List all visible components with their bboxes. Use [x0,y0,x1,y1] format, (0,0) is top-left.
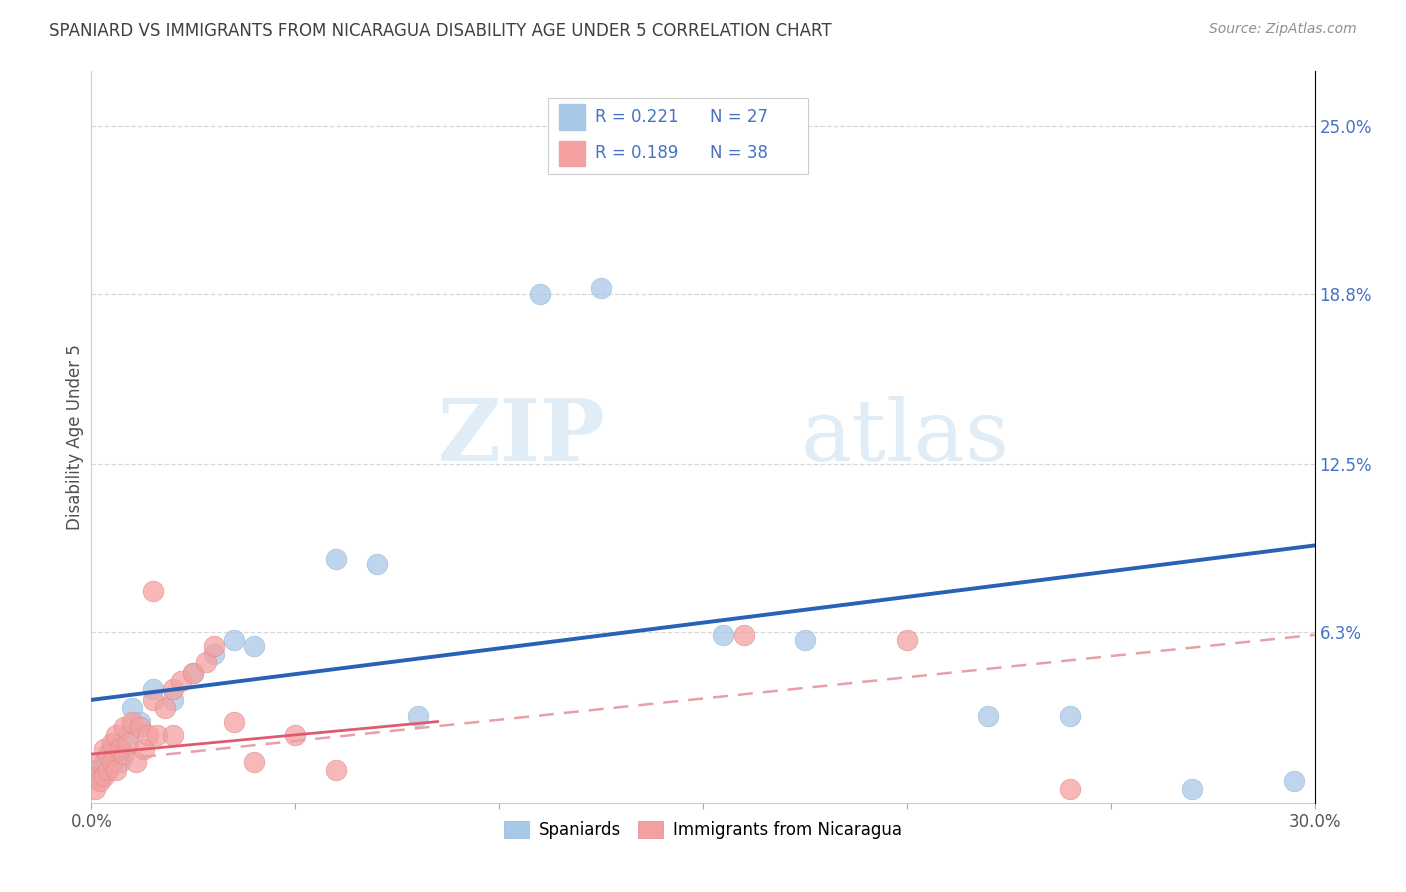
Point [733,628,755,642]
Text: ZIP: ZIP [437,395,605,479]
Text: R = 0.221: R = 0.221 [595,108,679,126]
Point [162,693,184,707]
Point [117,736,139,750]
Point [108,755,131,769]
Point [121,714,143,729]
Point [977,709,1000,723]
Point [93,755,115,769]
Point [134,741,156,756]
Point [406,709,429,723]
Point [104,728,127,742]
Point [183,665,205,680]
Point [141,681,163,696]
Point [104,764,127,778]
FancyBboxPatch shape [548,98,808,174]
Text: atlas: atlas [801,395,1010,479]
Point [222,714,246,729]
Point [366,558,388,572]
Point [243,755,266,769]
Point [84,769,107,783]
Point [183,665,205,680]
Point [112,720,135,734]
Point [89,774,111,789]
Bar [558,104,585,130]
Text: Source: ZipAtlas.com: Source: ZipAtlas.com [1209,22,1357,37]
Point [112,747,135,761]
Point [243,639,266,653]
Point [121,701,143,715]
Point [138,728,160,742]
Point [84,782,107,797]
Legend: Spaniards, Immigrants from Nicaragua: Spaniards, Immigrants from Nicaragua [498,814,908,846]
Point [125,755,148,769]
Point [104,747,127,761]
Point [194,655,217,669]
Point [162,728,184,742]
Point [1059,782,1081,797]
Point [101,755,124,769]
Point [529,286,551,301]
Point [97,764,120,778]
Y-axis label: Disability Age Under 5: Disability Age Under 5 [66,344,84,530]
Text: N = 27: N = 27 [710,108,768,126]
Point [89,769,111,783]
Point [117,728,139,742]
Text: R = 0.189: R = 0.189 [595,145,679,162]
Point [93,769,115,783]
Point [129,720,152,734]
Point [591,281,613,295]
Point [284,728,307,742]
Point [202,639,225,653]
Point [711,628,734,642]
Point [89,755,111,769]
Point [101,741,124,756]
Point [93,741,115,756]
Point [101,736,124,750]
Point [170,673,193,688]
Point [896,633,918,648]
Point [1282,774,1305,789]
Point [202,647,225,661]
Bar [558,141,585,166]
Point [793,633,815,648]
Point [97,747,120,761]
Point [108,741,131,756]
Point [145,728,167,742]
Text: N = 38: N = 38 [710,145,768,162]
Point [222,633,246,648]
Point [84,764,107,778]
Text: SPANIARD VS IMMIGRANTS FROM NICARAGUA DISABILITY AGE UNDER 5 CORRELATION CHART: SPANIARD VS IMMIGRANTS FROM NICARAGUA DI… [49,22,832,40]
Point [141,693,163,707]
Point [1181,782,1204,797]
Point [153,701,176,715]
Point [129,714,152,729]
Point [325,552,347,566]
Point [97,764,120,778]
Point [1059,709,1081,723]
Point [141,584,163,599]
Point [325,764,347,778]
Point [162,681,184,696]
